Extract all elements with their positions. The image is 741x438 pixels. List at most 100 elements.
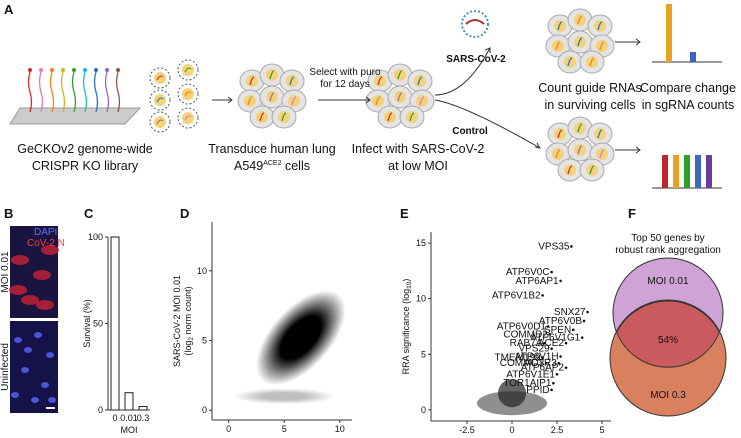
x-tick-label: 0 <box>226 424 231 434</box>
guide <box>116 68 120 72</box>
y-tick-label: 50 <box>93 319 103 329</box>
nucleus <box>596 148 608 160</box>
guide <box>50 68 54 72</box>
icon-bar <box>706 155 712 188</box>
guide <box>419 96 425 106</box>
arrow <box>434 47 491 96</box>
density-cloud <box>256 290 346 386</box>
nucleus <box>244 95 256 107</box>
axis-text: (log <box>183 341 193 356</box>
panel-label: F <box>628 206 636 221</box>
virus <box>465 19 485 25</box>
step-text: Infect with SARS-CoV-2 <box>352 142 485 156</box>
guide <box>397 70 403 80</box>
guide <box>599 149 605 159</box>
panel-label: A <box>4 2 14 17</box>
nucleus <box>574 14 586 26</box>
nucleus <box>586 164 598 176</box>
icon-bar <box>673 155 679 188</box>
bar <box>110 236 120 411</box>
point-label: ATP6V0D1 <box>497 322 547 333</box>
x-tick-label: -2.5 <box>459 425 475 435</box>
guide <box>38 71 44 113</box>
guide <box>94 68 98 72</box>
nucleus <box>288 95 300 107</box>
y-tick-label: 15 <box>416 238 426 248</box>
guide <box>377 76 383 86</box>
guide <box>93 71 99 113</box>
axis-text: SARS-CoV-2 MOI 0.01 <box>172 275 182 367</box>
guide <box>599 41 605 51</box>
step-text: in sgRNA counts <box>642 98 734 112</box>
guide <box>28 68 32 72</box>
axis-text: ) <box>401 279 411 282</box>
y-tick-label: 5 <box>421 349 426 359</box>
guide <box>49 71 55 113</box>
venn-overlap <box>616 300 720 368</box>
guide <box>577 123 583 133</box>
step-text: at low MOI <box>388 159 448 173</box>
point-label: ATP6V1E1 <box>506 369 555 380</box>
infected-cell <box>11 255 29 265</box>
y-axis-label: Survival (%) <box>82 299 92 348</box>
arrow <box>615 146 641 154</box>
nucleus <box>564 164 576 176</box>
guide <box>555 149 561 159</box>
arrow <box>434 99 542 149</box>
guide <box>60 71 66 113</box>
guide <box>387 112 393 122</box>
icon-bar <box>684 155 690 188</box>
guide <box>39 68 43 72</box>
nucleus <box>414 75 426 87</box>
x-tick-label: 5 <box>282 424 287 434</box>
guide <box>291 96 297 106</box>
point <box>541 294 544 297</box>
guide <box>567 165 573 175</box>
icon-bar <box>695 155 701 188</box>
point-label: VPS29 <box>518 344 550 355</box>
y-axis-label: RRA significance (log10) <box>401 279 413 375</box>
guide <box>577 145 583 155</box>
stain-label: DAPI <box>34 227 57 238</box>
guide <box>61 68 65 72</box>
point <box>546 325 550 328</box>
virus <box>156 75 164 81</box>
point-label: TOR1AIP1 <box>503 378 552 389</box>
step-text: Select with puro <box>309 67 381 78</box>
guide <box>281 112 287 122</box>
virus <box>182 64 194 76</box>
nucleus <box>416 95 428 107</box>
step-text: Compare change <box>640 81 736 95</box>
point <box>555 373 559 376</box>
point-label: ATP6V0B <box>539 316 582 327</box>
y-axis-label: SARS-CoV-2 MOI 0.01(log2 norm count) <box>172 275 195 367</box>
point-label: PPID <box>526 385 549 396</box>
nucleus <box>256 111 268 123</box>
step-text: Count guide RNAs <box>538 81 642 95</box>
condition-label: Uninfected <box>0 343 11 391</box>
y-tick-label: 10 <box>197 266 207 276</box>
background-points <box>498 379 526 408</box>
nucleus <box>552 148 564 160</box>
x-tick-label: 2.5 <box>551 425 564 435</box>
icon-bar <box>690 52 696 62</box>
guide <box>249 76 255 86</box>
guide <box>557 129 563 139</box>
superscript: ACE2 <box>263 160 281 167</box>
nucleus <box>266 69 278 81</box>
nucleus <box>24 347 32 353</box>
nucleus <box>11 392 19 398</box>
panel-label: B <box>4 206 13 221</box>
step-text: CRISPR KO library <box>32 159 139 173</box>
guide <box>83 68 87 72</box>
point-label: ATP6V1B2 <box>492 290 541 301</box>
step-text: in surviving cells <box>544 98 635 112</box>
axis-text: norm count) <box>183 286 193 337</box>
nucleus <box>586 56 598 68</box>
nucleus <box>31 397 39 403</box>
nucleus <box>554 128 566 140</box>
cells <box>9 245 59 409</box>
point-label: ACE2 <box>538 338 565 349</box>
nucleus <box>46 352 54 358</box>
